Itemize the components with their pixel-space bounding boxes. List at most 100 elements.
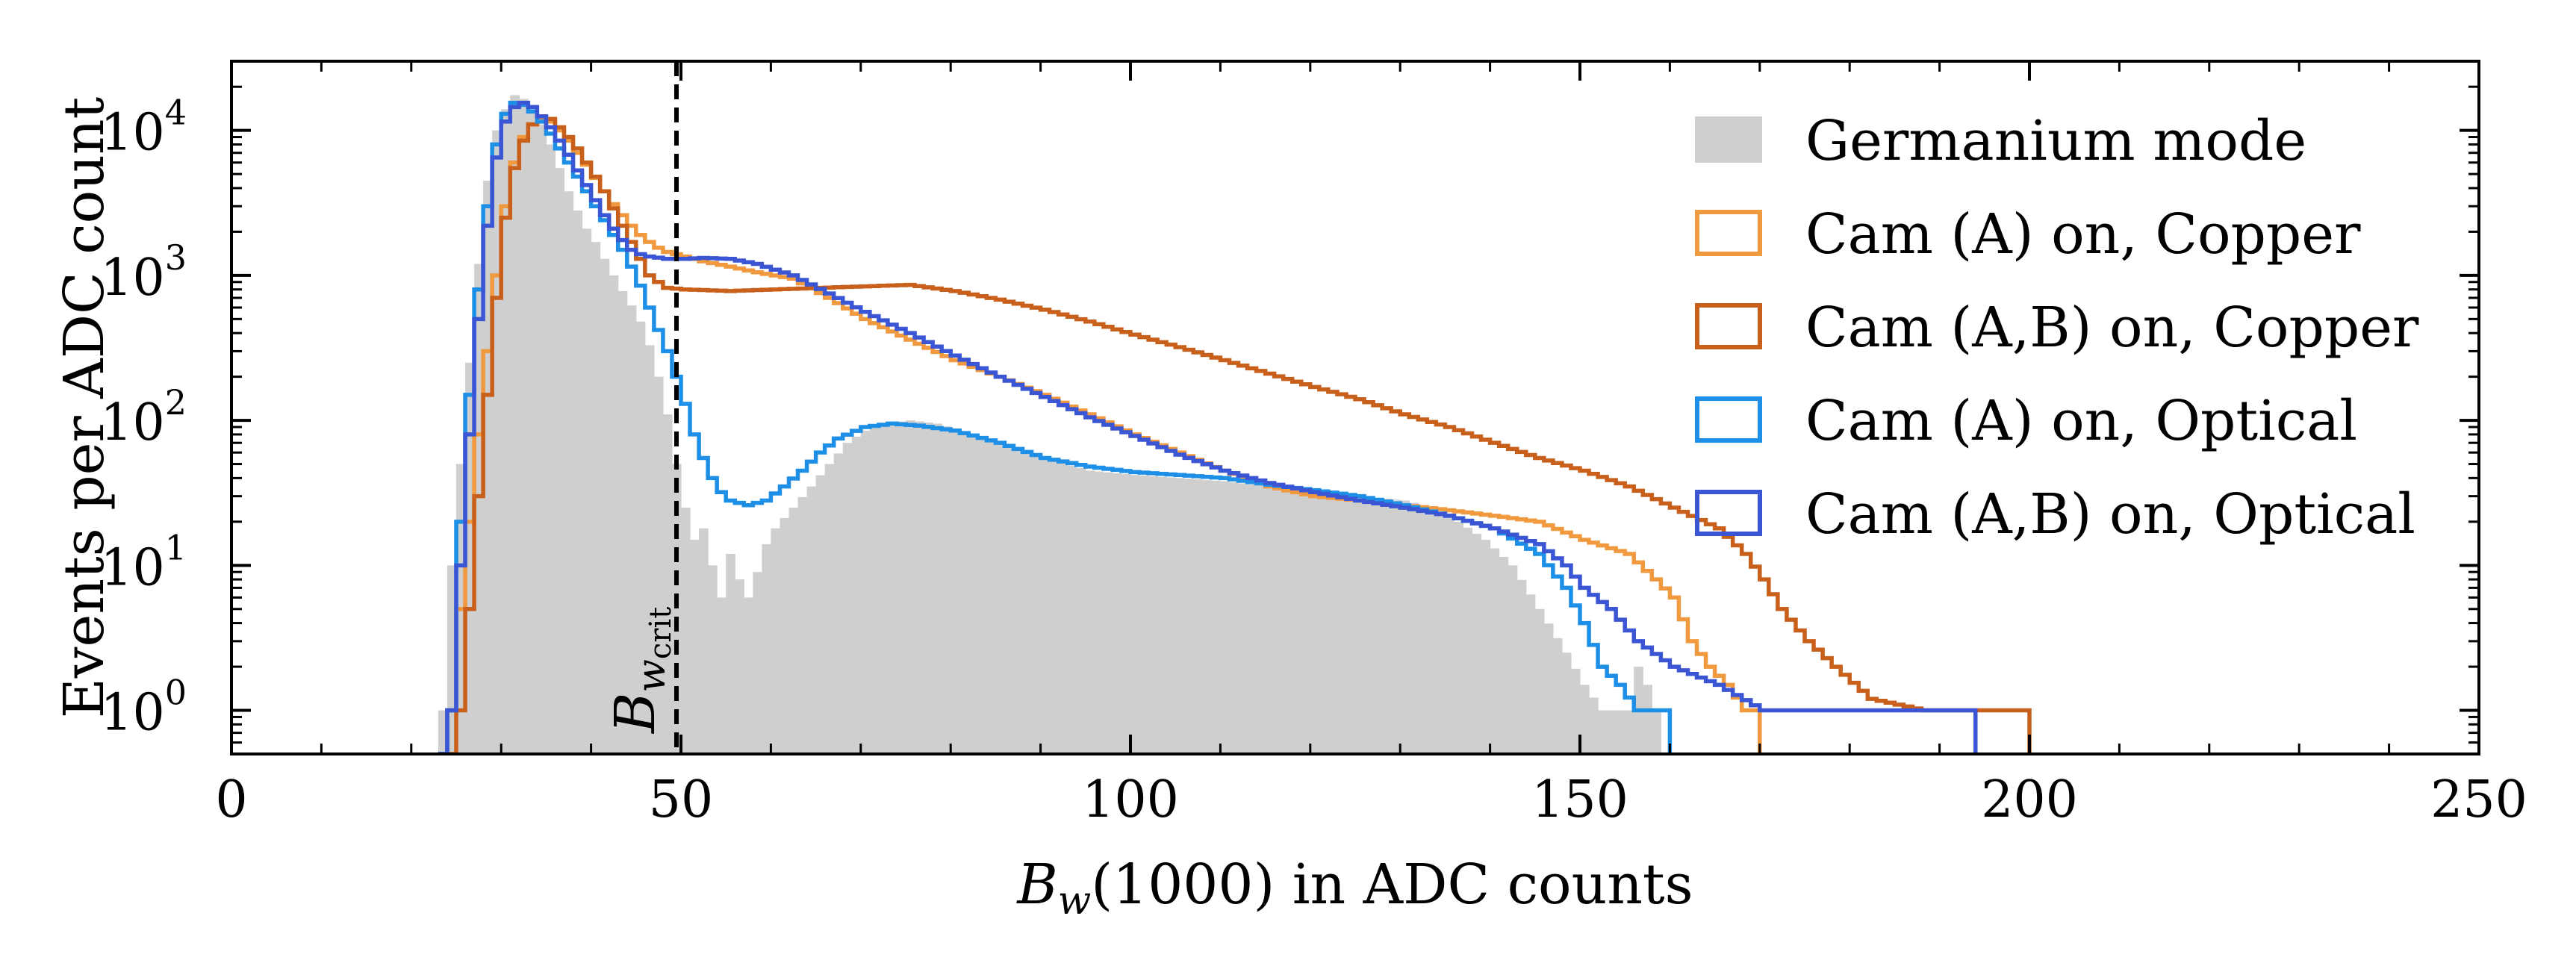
bar-germanium-mode bbox=[1256, 485, 1266, 754]
bar-germanium-mode bbox=[959, 431, 969, 754]
y-tick-exponent: 0 bbox=[165, 673, 187, 713]
bar-germanium-mode bbox=[1121, 474, 1131, 754]
bar-germanium-mode bbox=[573, 211, 583, 754]
bar-germanium-mode bbox=[582, 228, 592, 754]
bar-germanium-mode bbox=[788, 508, 799, 754]
bar-germanium-mode bbox=[1516, 579, 1527, 754]
legend-label: Cam (A) on, Optical bbox=[1805, 389, 2357, 453]
x-tick-label: 0 bbox=[215, 770, 247, 829]
bar-germanium-mode bbox=[1561, 652, 1572, 754]
bar-germanium-mode bbox=[626, 305, 637, 754]
plot-border bbox=[230, 60, 2480, 755]
bar-germanium-mode bbox=[878, 423, 889, 754]
critical-threshold-label: Bwcrit bbox=[603, 607, 678, 735]
bar-germanium-mode bbox=[1490, 548, 1500, 754]
series-cam-a-b-on-optical bbox=[438, 100, 1978, 754]
bar-germanium-mode bbox=[1534, 608, 1545, 754]
legend-swatch bbox=[1695, 490, 1762, 536]
bar-germanium-mode bbox=[762, 543, 771, 754]
line-cam-a-on-copper bbox=[438, 116, 1762, 754]
bar-germanium-mode bbox=[1418, 505, 1428, 754]
plot-frame bbox=[230, 60, 2480, 755]
bar-germanium-mode bbox=[906, 420, 915, 754]
bar-germanium-mode bbox=[1193, 479, 1203, 754]
bar-germanium-mode bbox=[860, 430, 871, 754]
bar-germanium-mode bbox=[1570, 668, 1581, 754]
bar-germanium-mode bbox=[1094, 471, 1104, 754]
bar-germanium-mode bbox=[537, 124, 547, 754]
bar-germanium-mode bbox=[1148, 476, 1158, 754]
legend-swatch bbox=[1695, 396, 1762, 443]
legend-label: Germanium mode bbox=[1805, 109, 2306, 173]
bar-germanium-mode bbox=[609, 275, 619, 754]
bar-germanium-mode bbox=[1265, 486, 1275, 754]
bar-germanium-mode bbox=[1454, 521, 1464, 754]
bar-germanium-mode bbox=[1373, 497, 1383, 754]
y-tick-exponent: 3 bbox=[165, 237, 187, 278]
bar-germanium-mode bbox=[1391, 499, 1401, 754]
bar-germanium-mode bbox=[1580, 685, 1590, 754]
bar-germanium-mode bbox=[1616, 710, 1625, 754]
legend-entry-cam-a-on-copper: Cam (A) on, Copper bbox=[1695, 202, 2361, 267]
bar-germanium-mode bbox=[851, 436, 862, 754]
bar-germanium-mode bbox=[1013, 449, 1024, 754]
bar-germanium-mode bbox=[681, 508, 691, 754]
bar-germanium-mode bbox=[564, 191, 574, 754]
bar-germanium-mode bbox=[1085, 470, 1095, 754]
bar-germanium-mode bbox=[1607, 710, 1617, 754]
bar-germanium-mode bbox=[1112, 473, 1122, 754]
bar-germanium-mode bbox=[995, 444, 1006, 754]
bar-germanium-mode bbox=[1274, 487, 1284, 754]
bar-germanium-mode bbox=[1310, 492, 1320, 754]
bar-germanium-mode bbox=[1328, 493, 1338, 754]
bar-germanium-mode bbox=[1652, 710, 1661, 754]
bar-germanium-mode bbox=[1598, 710, 1608, 754]
bar-germanium-mode bbox=[653, 376, 664, 754]
bar-germanium-mode bbox=[591, 242, 601, 754]
bar-germanium-mode bbox=[1292, 490, 1302, 754]
bar-germanium-mode bbox=[1049, 460, 1060, 754]
bar-germanium-mode bbox=[753, 572, 762, 754]
bar-germanium-mode bbox=[510, 95, 520, 754]
bar-germanium-mode bbox=[662, 414, 673, 754]
bar-germanium-mode bbox=[1175, 478, 1185, 754]
bar-germanium-mode bbox=[1031, 455, 1042, 754]
bar-germanium-mode bbox=[546, 144, 556, 754]
bar-germanium-mode bbox=[1436, 512, 1446, 754]
bar-germanium-mode bbox=[708, 565, 718, 754]
legend-label: Cam (A) on, Copper bbox=[1805, 202, 2361, 267]
bar-germanium-mode bbox=[1589, 697, 1599, 754]
bar-germanium-mode bbox=[717, 597, 727, 754]
series-layer bbox=[438, 61, 2032, 754]
bar-germanium-mode bbox=[1220, 481, 1231, 754]
legend-entry-germanium-mode: Germanium mode bbox=[1695, 109, 2306, 173]
bar-germanium-mode bbox=[797, 496, 808, 754]
bar-germanium-mode bbox=[735, 579, 744, 754]
bar-germanium-mode bbox=[1472, 534, 1482, 754]
bar-germanium-mode bbox=[942, 426, 951, 754]
bar-germanium-mode bbox=[1130, 475, 1140, 754]
bar-germanium-mode bbox=[842, 443, 853, 754]
bar-germanium-mode bbox=[951, 429, 960, 754]
legend-label: Cam (A,B) on, Optical bbox=[1805, 482, 2415, 546]
bar-germanium-mode bbox=[1543, 623, 1554, 754]
bar-germanium-mode bbox=[1409, 502, 1419, 754]
bar-germanium-mode bbox=[806, 486, 817, 754]
series-cam-a-on-copper bbox=[438, 116, 1762, 754]
bar-germanium-mode bbox=[933, 423, 942, 754]
y-axis-title: Events per ADC count bbox=[52, 96, 116, 718]
bar-germanium-mode bbox=[690, 540, 700, 754]
x-tick-label: 250 bbox=[2430, 770, 2527, 829]
bar-germanium-mode bbox=[1139, 476, 1149, 754]
axis-ticks bbox=[230, 60, 2480, 755]
bar-germanium-mode bbox=[1525, 594, 1536, 754]
bar-germanium-mode bbox=[501, 109, 511, 754]
bar-germanium-mode bbox=[1499, 556, 1509, 754]
bar-germanium-mode bbox=[780, 517, 790, 754]
bar-germanium-mode bbox=[924, 422, 933, 754]
bar-germanium-mode bbox=[1427, 508, 1437, 754]
bar-germanium-mode bbox=[824, 464, 835, 754]
legend-swatch bbox=[1695, 116, 1762, 163]
bar-germanium-mode bbox=[1058, 463, 1068, 754]
